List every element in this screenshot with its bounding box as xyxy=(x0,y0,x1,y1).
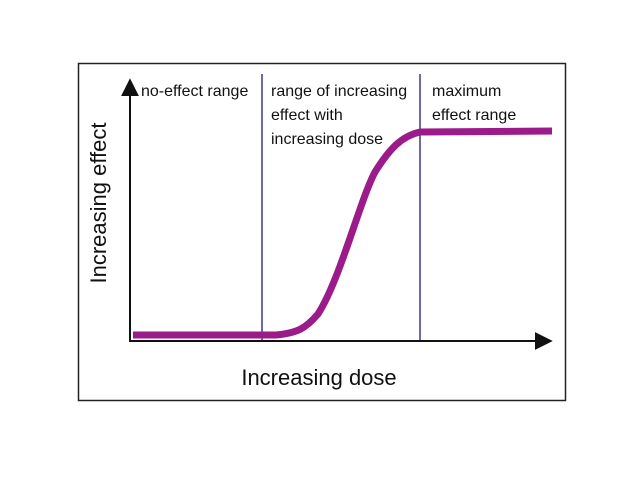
dose-response-curve xyxy=(133,127,553,339)
y-axis-title: Increasing effect xyxy=(86,122,111,283)
x-axis-title: Increasing dose xyxy=(241,365,396,390)
region-label-no-effect: no-effect range xyxy=(141,83,248,100)
region-label-maximum: maximum effect range xyxy=(432,83,516,124)
region-label-line: maximum xyxy=(432,83,501,100)
region-label-increasing: range of increasing effect with increasi… xyxy=(271,83,412,148)
region-label-line: effect range xyxy=(432,107,516,124)
region-label-line: effect with xyxy=(271,107,343,124)
region-label-line: no-effect range xyxy=(141,83,248,100)
region-label-line: increasing dose xyxy=(271,131,383,148)
region-label-line: range of increasing xyxy=(271,83,407,100)
diagram-frame xyxy=(77,62,567,402)
